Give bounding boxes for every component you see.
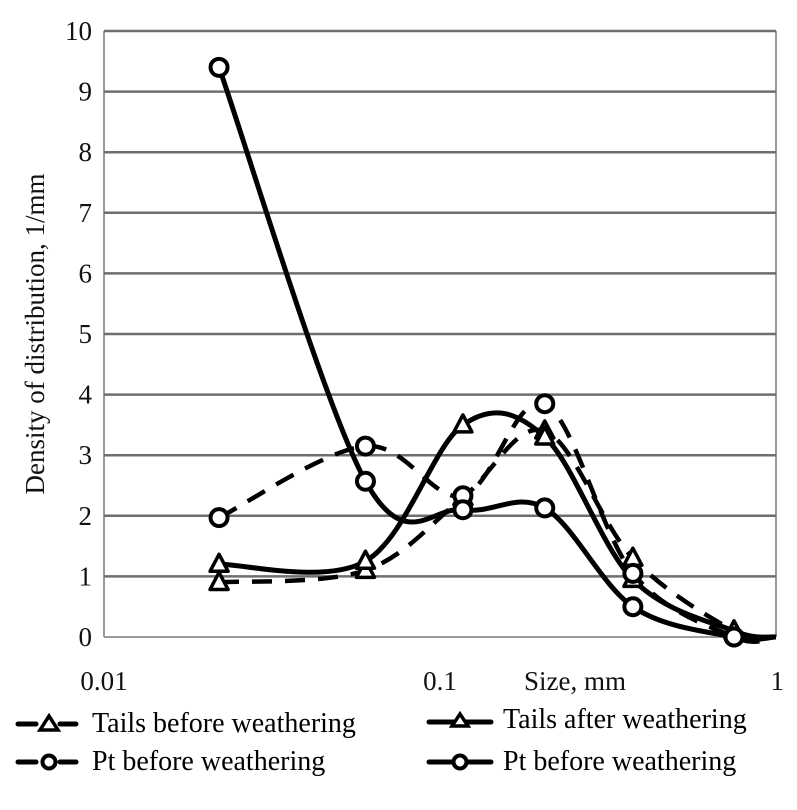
y-tick-label: 5 [79, 319, 93, 349]
data-point-triangle [533, 425, 556, 446]
data-point-circle [208, 507, 230, 529]
data-point-triangle [208, 552, 230, 574]
series-layer [208, 56, 777, 648]
legend-item-pt-before-dashed: Pt before weathering [14, 746, 325, 778]
data-point-circle [622, 596, 644, 618]
series-line [216, 66, 777, 642]
x-tick-labels: 0.01 0.1 1 [80, 666, 784, 696]
data-point-circle [534, 393, 556, 415]
y-tick-label: 10 [65, 16, 92, 46]
legend-solid-triangle-icon [426, 710, 494, 728]
legend-label: Pt before weathering [503, 746, 737, 777]
legend-item-tails-before: Tails before weathering [14, 708, 356, 740]
y-tick-label: 4 [79, 380, 93, 410]
grid-lines [103, 29, 777, 638]
series-pt-before-weathering-solid [208, 56, 777, 648]
series-tails-before-weathering-dashed [208, 419, 777, 641]
data-point-triangle [354, 549, 377, 570]
x-tick-label: 1 [771, 666, 785, 696]
data-point-circle [622, 562, 644, 584]
y-tick-label: 8 [79, 137, 93, 167]
chart: 0 1 2 3 4 5 6 7 8 9 10 0.01 0.1 1 Size, mm Density o… [20, 16, 784, 696]
legend-label: Tails before weathering [92, 708, 356, 739]
y-tick-label: 0 [79, 622, 93, 652]
y-tick-label: 2 [79, 501, 93, 531]
x-tick-label: 0.1 [423, 666, 457, 696]
series-line [218, 427, 777, 641]
data-point-triangle [622, 546, 644, 567]
y-tick-label: 1 [79, 561, 93, 591]
data-point-circle [723, 626, 745, 648]
legend-label: Tails after weathering [503, 704, 747, 735]
data-point-circle [534, 497, 556, 519]
legend-solid-circle-icon [426, 753, 494, 771]
y-tick-label: 6 [79, 258, 93, 288]
x-axis-title: Size, mm [524, 666, 626, 696]
y-tick-label: 9 [79, 77, 93, 107]
data-point-circle [354, 435, 376, 457]
legend: Tails before weathering Tails after weat… [0, 700, 797, 810]
x-tick-label: 0.01 [80, 666, 127, 696]
data-point-circle [452, 499, 474, 521]
data-point-triangle [452, 413, 474, 434]
y-axis-title: Density of distribution, 1/mm [20, 174, 50, 495]
y-tick-label: 7 [79, 198, 93, 228]
data-point-circle [354, 470, 376, 492]
legend-dashed-triangle-icon [15, 712, 79, 732]
y-tick-label: 3 [79, 440, 93, 470]
legend-dashed-circle-icon [15, 753, 79, 771]
legend-item-pt-before-solid: Pt before weathering [425, 746, 736, 778]
data-point-circle [208, 56, 230, 78]
legend-label: Pt before weathering [92, 746, 326, 777]
data-point-triangle [208, 570, 230, 592]
y-tick-labels: 0 1 2 3 4 5 6 7 8 9 10 [65, 16, 93, 652]
legend-item-tails-after: Tails after weathering [425, 704, 747, 736]
